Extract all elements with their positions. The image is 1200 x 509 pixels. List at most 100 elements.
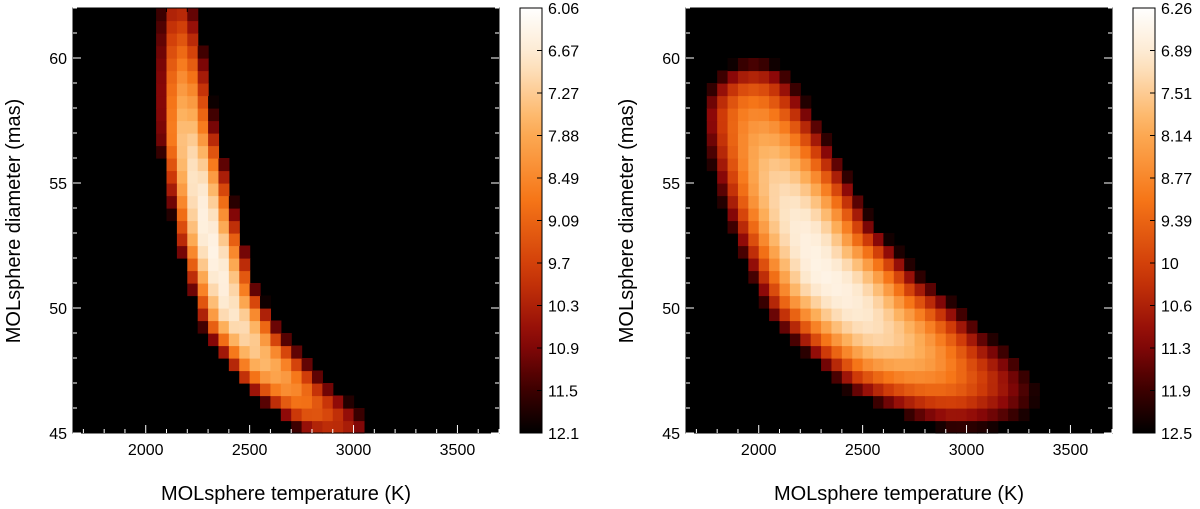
heatmap-cell [821,258,833,272]
heatmap-cell [706,108,718,122]
colorbar-tick-label: 11.9 [1161,384,1191,401]
heatmap-cell [208,120,220,134]
heatmap-cell [311,408,323,422]
heatmap-cell [197,270,209,284]
heatmap-cell [821,183,833,197]
heatmap-cell [924,283,936,297]
heatmap-cell [291,345,303,359]
heatmap-cell [208,258,220,272]
x-ticks-left: 2000 2500 3000 3500 [82,8,500,459]
heatmap-cell [249,308,261,322]
heatmap-cell [789,208,801,222]
heatmap-cell [769,220,781,234]
heatmap-cell [914,408,926,422]
heatmap-cell [176,120,188,134]
heatmap-cell [228,233,240,247]
heatmap-cell [758,220,770,234]
heatmap-cell [208,233,220,247]
heatmap-cell [883,345,895,359]
heatmap-cell [893,270,905,284]
heatmap-cell [789,108,801,122]
heatmap-cell [727,208,739,222]
heatmap-cell [800,258,812,272]
heatmap-cell [291,370,303,384]
heatmap-cell [176,45,188,59]
heatmap-cell [779,233,791,247]
heatmap-cell [737,145,749,159]
heatmap-cell [748,220,760,234]
heatmap-cell [893,370,905,384]
heatmap-cell [862,220,874,234]
heatmap-cell [727,145,739,159]
colorbar-tick-label: 12.1 [548,426,579,443]
heatmap-cell [831,183,843,197]
heatmap-cell [737,133,749,147]
heatmap-cell [260,320,272,334]
heatmap-cell [727,95,739,109]
heatmap-cell [176,220,188,234]
heatmap-cell [228,295,240,309]
heatmap-cell [228,320,240,334]
colorbar-tick-label: 6.89 [1161,44,1192,61]
heatmap-cell [883,283,895,297]
heatmap-cell [831,345,843,359]
heatmap-cell [821,295,833,309]
heatmap-cell [769,120,781,134]
heatmap-cell [841,370,853,384]
heatmap-cell [301,408,313,422]
heatmap-cell [737,120,749,134]
heatmap-cell [779,245,791,259]
heatmap-cell [166,20,178,34]
heatmap-cell [810,220,822,234]
heatmap-cell [228,270,240,284]
heatmap-cell [800,133,812,147]
heatmap-cell [904,333,916,347]
heatmap-cell [166,58,178,72]
heatmap-cell [914,333,926,347]
heatmap-cell [893,283,905,297]
heatmap-cell [841,283,853,297]
heatmap-cell [156,58,168,72]
heatmap-cell [187,8,199,22]
heatmap-cell [187,45,199,59]
heatmap-cell [280,345,292,359]
heatmap-cell [176,108,188,122]
heatmap-cell [239,270,251,284]
heatmap-cell [935,420,947,434]
heatmap-cell [800,108,812,122]
heatmap-cell [208,295,220,309]
heatmap-cell [976,370,988,384]
heatmap-cell [176,245,188,259]
heatmap-cell [260,358,272,372]
heatmap-cell [769,133,781,147]
heatmap-cell [862,283,874,297]
heatmap-cell [706,133,718,147]
heatmap-cell [779,95,791,109]
heatmap-cell [831,158,843,172]
heatmap-cell [893,358,905,372]
heatmap-cell [789,95,801,109]
colorbar-tick-label: 8.14 [1161,129,1192,146]
heatmap-cell [841,333,853,347]
heatmap-cell [748,208,760,222]
heatmap-cell [779,295,791,309]
heatmap-cell [841,208,853,222]
heatmap-cell [187,283,199,297]
heatmap-cell [156,45,168,59]
heatmap-cell [270,320,282,334]
heatmap-cell [737,195,749,209]
y-tick-label: 50 [662,301,680,318]
heatmap-cell [249,333,261,347]
heatmap-cell [987,395,999,409]
heatmap-cell [239,333,251,347]
heatmap-cell [228,208,240,222]
heatmap-cell [924,333,936,347]
heatmap-cell [893,245,905,259]
heatmap-cell [197,145,209,159]
y-ticks-right: 45 50 55 60 [662,7,1112,443]
heatmap-cell [270,333,282,347]
heatmap-cell [228,283,240,297]
heatmap-cell [727,133,739,147]
panel-left: 2000 2500 3000 3500 45 50 55 60 MOLsphere temp… [3,1,579,505]
heatmap-cell [821,133,833,147]
